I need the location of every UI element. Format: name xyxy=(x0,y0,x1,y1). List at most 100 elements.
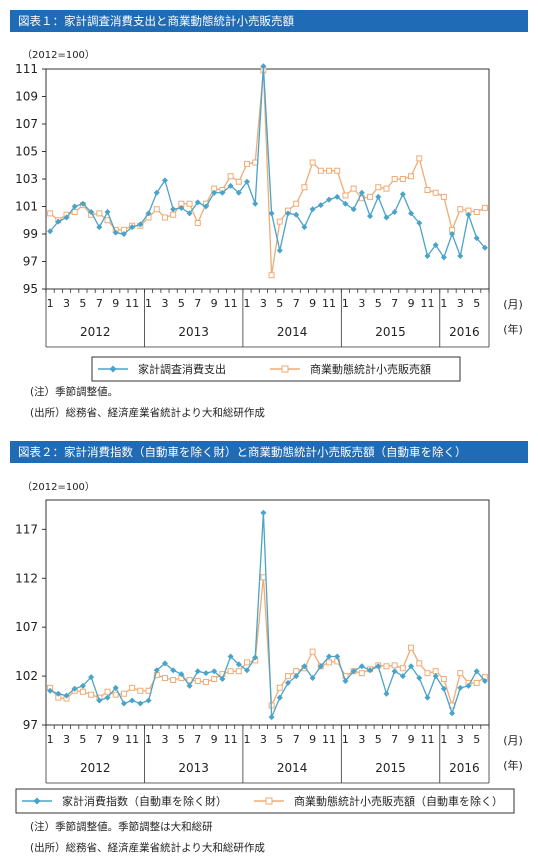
chart1-title: 図表１：家計調査消費支出と商業動態統計小売販売額 xyxy=(18,14,294,28)
data-point-diamond xyxy=(96,697,103,704)
month-label: 5 xyxy=(79,297,86,310)
data-point-square xyxy=(194,677,201,684)
data-point-diamond xyxy=(465,211,472,218)
data-point-diamond xyxy=(71,203,78,210)
data-point-square xyxy=(194,220,201,226)
data-point-square xyxy=(408,644,415,651)
data-point-square xyxy=(243,160,250,167)
data-point-square xyxy=(424,187,431,193)
chart2-title: 図表２：家計消費指数（自動車を除く財）と商業動態統計小売販売額（自動車を除く） xyxy=(18,445,467,459)
data-point-diamond xyxy=(219,676,226,683)
data-point-diamond xyxy=(243,667,250,674)
data-point-diamond xyxy=(129,224,136,231)
data-point-diamond xyxy=(424,694,431,701)
data-point-diamond xyxy=(219,189,226,196)
data-point-diamond xyxy=(170,667,177,674)
month-label: 11 xyxy=(224,733,238,746)
data-point-diamond xyxy=(481,244,488,251)
data-point-diamond xyxy=(326,653,333,660)
legend-swatch-diamond xyxy=(33,797,41,805)
data-point-square xyxy=(243,659,250,666)
data-point-diamond xyxy=(161,660,168,667)
data-point-diamond xyxy=(317,663,324,670)
data-point-diamond xyxy=(55,690,62,697)
data-point-square xyxy=(457,206,464,213)
legend-label: 商業動態統計小売販売額 xyxy=(310,362,431,376)
month-label: 7 xyxy=(391,297,398,310)
data-point-diamond xyxy=(260,509,267,516)
data-point-square xyxy=(317,167,324,174)
data-point-square xyxy=(276,218,283,225)
data-point-square xyxy=(440,676,447,683)
data-point-square xyxy=(432,189,439,196)
data-point-diamond xyxy=(47,228,54,235)
data-point-square xyxy=(350,185,357,192)
data-point-diamond xyxy=(408,663,415,670)
data-point-diamond xyxy=(268,714,275,721)
chart1-note: (注）季節調整値。 xyxy=(30,386,119,398)
month-label: 7 xyxy=(194,733,201,746)
data-point-square xyxy=(202,678,209,685)
month-label: 11 xyxy=(125,297,139,310)
data-point-diamond xyxy=(457,684,464,691)
chart2-unit: （2012=100） xyxy=(22,482,95,493)
data-point-diamond xyxy=(367,667,374,674)
month-unit: (月) xyxy=(503,734,523,747)
data-point-square xyxy=(235,178,242,185)
data-point-diamond xyxy=(334,653,341,660)
data-point-diamond xyxy=(227,653,234,660)
data-point-diamond xyxy=(383,214,390,221)
data-point-square xyxy=(440,193,447,200)
month-label: 5 xyxy=(178,733,185,746)
data-point-diamond xyxy=(440,254,447,261)
data-point-diamond xyxy=(326,196,333,203)
data-point-diamond xyxy=(408,210,415,217)
year-label: 2013 xyxy=(178,325,209,339)
data-point-square xyxy=(424,670,431,677)
legend-swatch-square xyxy=(265,797,273,805)
data-point-diamond xyxy=(235,661,242,668)
data-point-diamond xyxy=(112,684,119,691)
data-point-diamond xyxy=(432,242,439,248)
data-point-diamond xyxy=(194,668,201,675)
data-point-diamond xyxy=(202,203,209,210)
data-point-square xyxy=(186,200,193,207)
month-label: 3 xyxy=(457,733,464,746)
data-point-diamond xyxy=(137,221,144,228)
data-point-diamond xyxy=(63,692,70,699)
data-point-diamond xyxy=(391,668,398,675)
month-label: 9 xyxy=(309,297,316,310)
month-label: 11 xyxy=(420,297,434,310)
data-point-diamond xyxy=(268,210,275,217)
legend-swatch-diamond xyxy=(109,365,117,373)
month-label: 5 xyxy=(375,297,382,310)
month-label: 1 xyxy=(243,733,250,746)
year-label: 2012 xyxy=(80,761,111,775)
data-point-diamond xyxy=(375,663,382,670)
data-point-diamond xyxy=(178,671,185,678)
data-point-diamond xyxy=(342,200,349,207)
data-point-diamond xyxy=(79,682,86,689)
data-point-diamond xyxy=(120,700,127,707)
y-tick-label: 107 xyxy=(15,620,38,634)
data-point-diamond xyxy=(252,200,259,207)
data-point-square xyxy=(408,173,415,180)
data-point-diamond xyxy=(88,674,95,681)
data-point-diamond xyxy=(252,654,259,661)
month-label: 5 xyxy=(276,297,283,310)
data-point-diamond xyxy=(432,673,439,680)
data-point-diamond xyxy=(473,668,480,675)
data-point-square xyxy=(137,687,144,694)
data-point-diamond xyxy=(473,235,480,242)
month-label: 3 xyxy=(358,297,365,310)
data-point-diamond xyxy=(96,224,103,231)
month-label: 3 xyxy=(63,733,70,746)
data-point-square xyxy=(416,155,423,162)
data-point-diamond xyxy=(104,694,111,701)
legend-label: 家計消費指数（自動車を除く財） xyxy=(62,794,227,808)
month-label: 1 xyxy=(440,733,447,746)
data-point-diamond xyxy=(440,685,447,692)
month-label: 9 xyxy=(211,297,218,310)
month-label: 3 xyxy=(260,733,267,746)
data-point-diamond xyxy=(449,231,456,237)
